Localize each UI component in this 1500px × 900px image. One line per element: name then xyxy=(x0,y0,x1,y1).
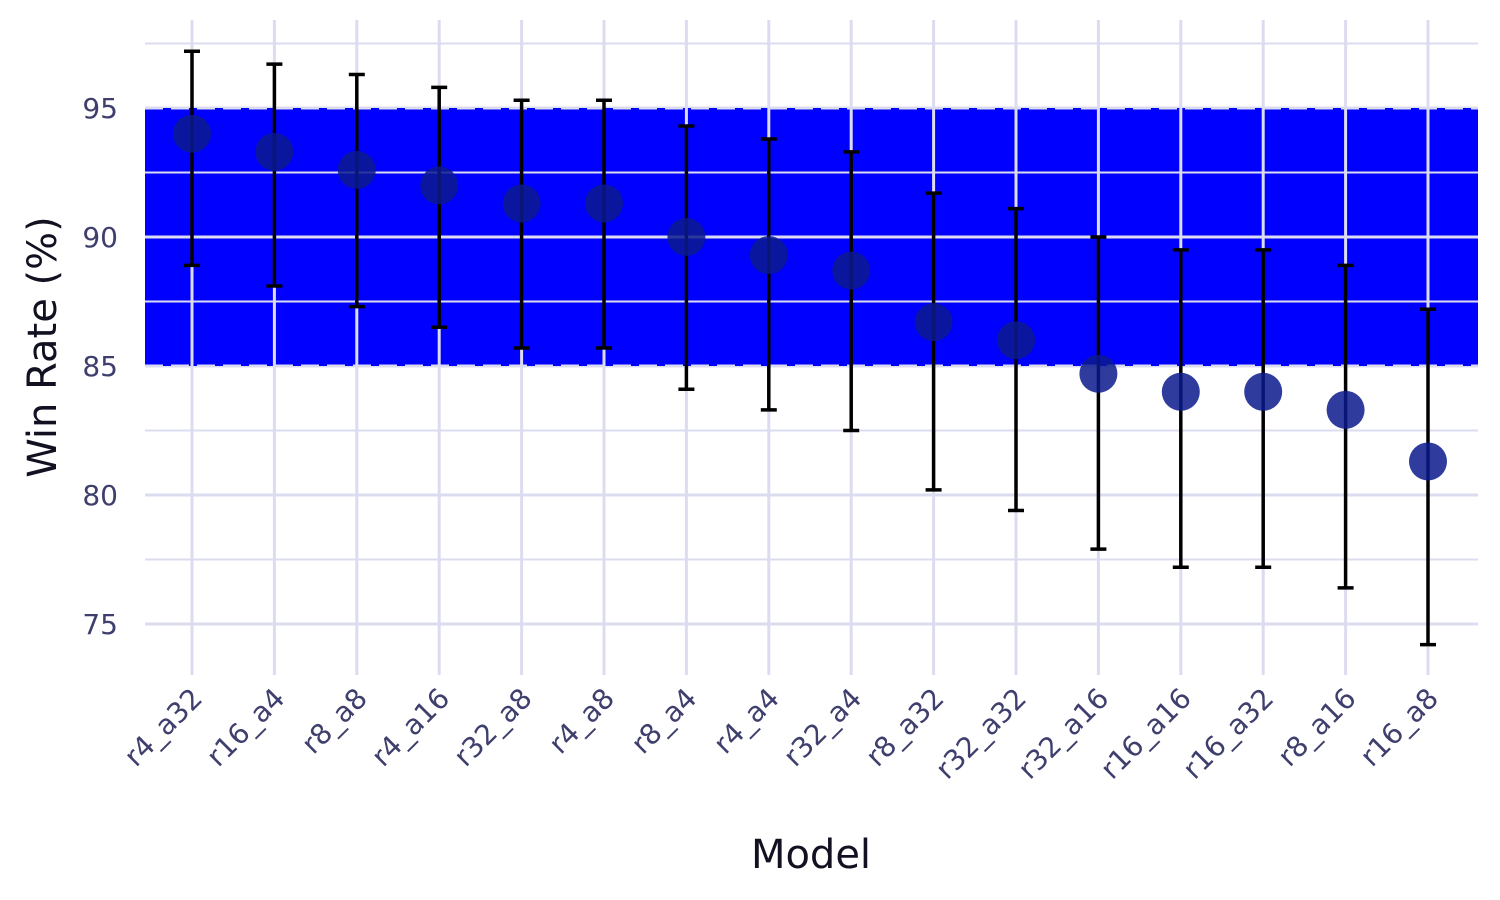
y-tick-labels: 75 80 85 90 95 xyxy=(82,92,118,641)
data-point xyxy=(832,251,871,290)
data-point xyxy=(502,184,541,223)
x-tick-label: r8_a16 xyxy=(1271,682,1362,773)
x-tick-label: r16_a16 xyxy=(1094,682,1198,786)
data-point xyxy=(1409,442,1447,481)
x-axis-label: Model xyxy=(751,832,871,878)
x-tick-label: r32_a4 xyxy=(777,682,868,773)
y-tick-label: 80 xyxy=(82,479,118,512)
x-tick-label: r4_a16 xyxy=(365,682,456,773)
y-tick-label: 95 xyxy=(82,92,118,125)
data-point xyxy=(337,150,376,189)
y-tick-label: 90 xyxy=(82,221,118,254)
point-layer xyxy=(173,114,1447,481)
x-tick-label: r16_a32 xyxy=(1176,682,1280,786)
x-tick-label: r8_a4 xyxy=(625,682,704,761)
data-point xyxy=(173,114,211,153)
data-point xyxy=(749,236,788,275)
data-point xyxy=(667,218,706,256)
data-point xyxy=(420,166,459,205)
x-tick-label: r16_a4 xyxy=(200,682,291,773)
x-tick-label: r4_a32 xyxy=(118,682,209,773)
data-point xyxy=(1079,354,1118,393)
x-tick-label: r16_a8 xyxy=(1354,682,1445,773)
x-tick-label: r32_a32 xyxy=(929,682,1033,786)
x-tick-label: r4_a8 xyxy=(542,682,621,761)
data-point xyxy=(914,303,953,342)
x-tick-label: r4_a4 xyxy=(707,682,786,761)
y-tick-label: 75 xyxy=(82,608,118,641)
data-point xyxy=(585,184,623,223)
y-tick-label: 85 xyxy=(82,350,118,383)
data-point xyxy=(1326,390,1365,429)
data-point xyxy=(997,321,1035,360)
x-tick-label: r32_a16 xyxy=(1011,682,1115,786)
data-point xyxy=(255,132,294,171)
y-axis-label: Win Rate (%) xyxy=(20,216,66,478)
data-point xyxy=(1161,372,1200,411)
data-point xyxy=(1244,372,1283,411)
x-tick-label: r32_a8 xyxy=(447,682,538,773)
x-tick-label: r8_a8 xyxy=(295,682,374,761)
